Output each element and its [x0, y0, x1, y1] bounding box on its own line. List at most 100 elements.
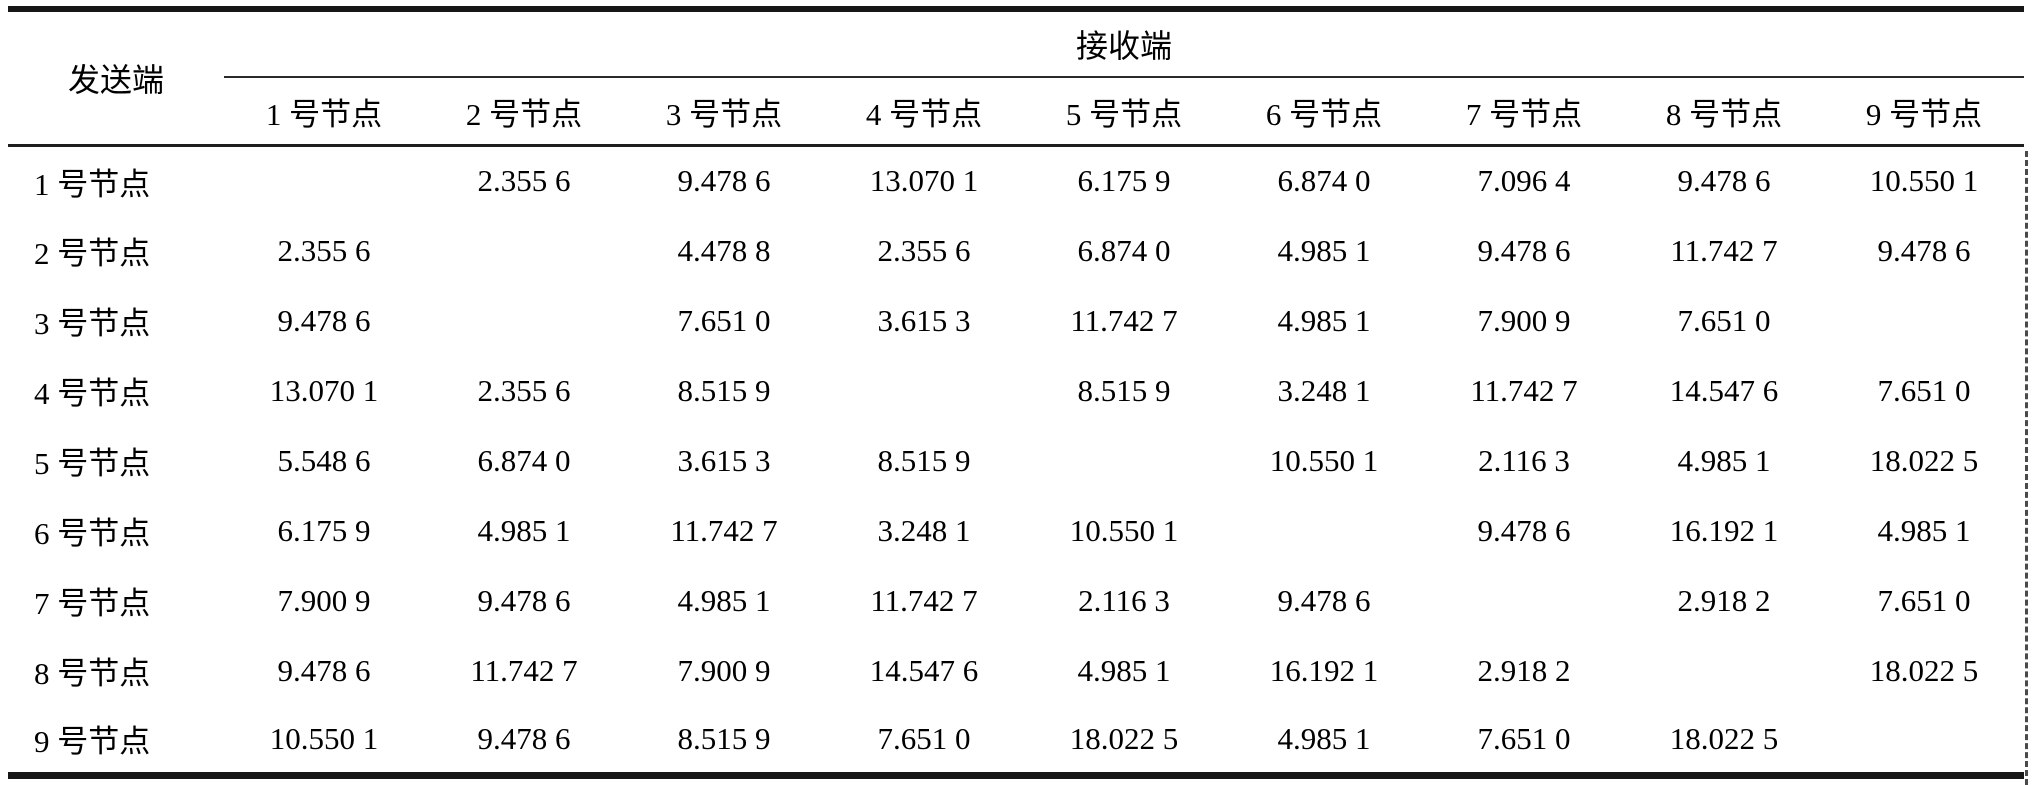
cell-r1-c1 — [224, 146, 424, 216]
cell-r7-c1: 7.900 9 — [277, 582, 371, 618]
cell-r9-c8: 18.022 5 — [1669, 720, 1779, 756]
cell-r4-c2: 2.355 6 — [477, 372, 571, 408]
cell-r3-c3: 7.651 0 — [677, 302, 771, 338]
cell-r1-c4: 13.070 1 — [869, 163, 979, 199]
cell-r2-c6: 4.985 1 — [1277, 232, 1371, 268]
table-row-node-3: 3 号节点 9.478 6 7.651 0 3.615 3 11.742 7 4.985 … — [8, 286, 2024, 356]
cell-r3-c9 — [1824, 286, 2024, 356]
cell-r6-c5: 10.550 1 — [1069, 512, 1179, 548]
row-label-node-8: 8 号节点 — [34, 656, 151, 691]
row-label-node-2: 2 号节点 — [34, 236, 151, 271]
cell-r2-c5: 6.874 0 — [1077, 232, 1171, 268]
cell-r2-c2 — [424, 216, 624, 286]
table-row-node-7: 7 号节点 7.900 9 9.478 6 4.985 1 11.742 7 2.116 … — [8, 566, 2024, 636]
cell-r3-c5: 11.742 7 — [1070, 302, 1178, 338]
cell-r1-c2: 2.355 6 — [477, 163, 571, 199]
cell-r9-c2: 9.478 6 — [477, 720, 571, 756]
cell-r4-c4 — [824, 356, 1024, 426]
cell-r3-c4: 3.615 3 — [877, 302, 971, 338]
cell-r3-c6: 4.985 1 — [1277, 302, 1371, 338]
cell-r2-c4: 2.355 6 — [877, 232, 971, 268]
cell-r5-c8: 4.985 1 — [1677, 442, 1771, 478]
cell-r4-c5: 8.515 9 — [1077, 372, 1171, 408]
row-label-node-4: 4 号节点 — [34, 376, 151, 411]
cell-r6-c4: 3.248 1 — [877, 512, 971, 548]
cell-r7-c7 — [1424, 566, 1624, 636]
cell-r2-c3: 4.478 8 — [677, 232, 771, 268]
cell-r4-c1: 13.070 1 — [269, 372, 379, 408]
cell-r8-c5: 4.985 1 — [1077, 652, 1171, 688]
table-row-node-8: 8 号节点 9.478 6 11.742 7 7.900 9 14.547 6 4.985… — [8, 636, 2024, 706]
cell-r2-c9: 9.478 6 — [1877, 232, 1971, 268]
column-header-node-2: 2 号节点 — [424, 77, 624, 147]
cell-r5-c4: 8.515 9 — [877, 442, 971, 478]
cell-r1-c6: 6.874 0 — [1277, 163, 1371, 199]
cell-r7-c6: 9.478 6 — [1277, 582, 1371, 618]
column-header-node-9: 9 号节点 — [1824, 77, 2025, 147]
column-header-node-8: 8 号节点 — [1624, 77, 1824, 147]
table-row-node-6: 6 号节点 6.175 9 4.985 1 11.742 7 3.248 1 10.550… — [8, 496, 2024, 566]
cell-r6-c1: 6.175 9 — [277, 512, 371, 548]
cell-r3-c2 — [424, 286, 624, 356]
cell-r7-c5: 2.116 3 — [1078, 582, 1170, 618]
cell-r1-c3: 9.478 6 — [677, 163, 771, 199]
header-row-span: 发送端 接收端 — [8, 9, 2025, 147]
cell-r4-c9: 7.651 0 — [1877, 372, 1971, 408]
table-row-node-1: 1 号节点 2.355 6 9.478 6 13.070 1 6.175 9 6.874 … — [8, 146, 2024, 216]
cell-r8-c4: 14.547 6 — [869, 652, 979, 688]
cell-r6-c9: 4.985 1 — [1877, 512, 1971, 548]
cell-r7-c4: 11.742 7 — [870, 582, 978, 618]
cell-r9-c4: 7.651 0 — [877, 720, 971, 756]
cell-r8-c1: 9.478 6 — [277, 652, 371, 688]
column-header-node-3: 3 号节点 — [624, 77, 824, 147]
header-row-columns: 1 号节点 2 号节点 3 号节点 4 号节点 5 号节点 6 号节点 7 号节点 8 号节点… — [8, 77, 2025, 147]
row-label-node-5: 5 号节点 — [34, 446, 151, 481]
sender-receiver-matrix-table: 发送端 接收端 1 号节点 2 号节点 3 号节点 4 号节点 5 号节点 6 号节点 7 … — [8, 6, 2025, 779]
right-dashed-border — [2025, 151, 2029, 785]
column-header-node-1: 1 号节点 — [224, 77, 424, 147]
cell-r8-c8 — [1624, 636, 1824, 706]
cell-r1-c8: 9.478 6 — [1677, 163, 1771, 199]
cell-r9-c9 — [1824, 706, 2024, 776]
cell-r3-c8: 7.651 0 — [1677, 302, 1771, 338]
row-label-node-9: 9 号节点 — [34, 724, 151, 760]
cell-r7-c2: 9.478 6 — [477, 582, 571, 618]
table-row-node-4: 4 号节点 13.070 1 2.355 6 8.515 9 8.515 9 3.248 … — [8, 356, 2024, 426]
cell-r9-c3: 8.515 9 — [677, 720, 771, 756]
cell-r8-c2: 11.742 7 — [470, 652, 578, 688]
cell-r4-c7: 11.742 7 — [1470, 372, 1578, 408]
cell-r3-c1: 9.478 6 — [277, 302, 371, 338]
column-header-node-5: 5 号节点 — [1024, 77, 1224, 147]
cell-r7-c3: 4.985 1 — [677, 582, 771, 618]
cell-r9-c7: 7.651 0 — [1477, 720, 1571, 756]
cell-r5-c2: 6.874 0 — [477, 442, 571, 478]
cell-r1-c7: 7.096 4 — [1477, 163, 1571, 199]
cell-r1-c9: 10.550 1 — [1869, 163, 1979, 199]
row-label-node-6: 6 号节点 — [34, 516, 151, 551]
table-row-node-9: 9 号节点 10.550 1 9.478 6 8.515 9 7.651 0 18.022… — [8, 706, 2024, 776]
cell-r3-c7: 7.900 9 — [1477, 302, 1571, 338]
node-distance-table: 发送端 接收端 1 号节点 2 号节点 3 号节点 4 号节点 5 号节点 6 号节点 7 … — [8, 6, 2029, 785]
cell-r4-c6: 3.248 1 — [1277, 372, 1371, 408]
cell-r4-c3: 8.515 9 — [677, 372, 771, 408]
cell-r4-c8: 14.547 6 — [1669, 372, 1779, 408]
cell-r6-c2: 4.985 1 — [477, 512, 571, 548]
cell-r9-c6: 4.985 1 — [1277, 720, 1371, 756]
cell-r5-c6: 10.550 1 — [1269, 442, 1379, 478]
column-header-node-6: 6 号节点 — [1224, 77, 1424, 147]
sender-header: 发送端 — [8, 9, 224, 147]
cell-r7-c8: 2.918 2 — [1677, 582, 1771, 618]
cell-r7-c9: 7.651 0 — [1877, 582, 1971, 618]
cell-r5-c3: 3.615 3 — [677, 442, 771, 478]
table-row-node-2: 2 号节点 2.355 6 4.478 8 2.355 6 6.874 0 4.985 1… — [8, 216, 2024, 286]
cell-r6-c7: 9.478 6 — [1477, 512, 1571, 548]
cell-r8-c9: 18.022 5 — [1869, 652, 1979, 688]
cell-r8-c7: 2.918 2 — [1477, 652, 1571, 688]
cell-r2-c1: 2.355 6 — [277, 232, 371, 268]
row-label-node-3: 3 号节点 — [34, 306, 151, 341]
cell-r9-c5: 18.022 5 — [1069, 720, 1179, 756]
cell-r6-c3: 11.742 7 — [670, 512, 778, 548]
cell-r5-c9: 18.022 5 — [1869, 442, 1979, 478]
row-label-node-1: 1 号节点 — [34, 166, 151, 202]
